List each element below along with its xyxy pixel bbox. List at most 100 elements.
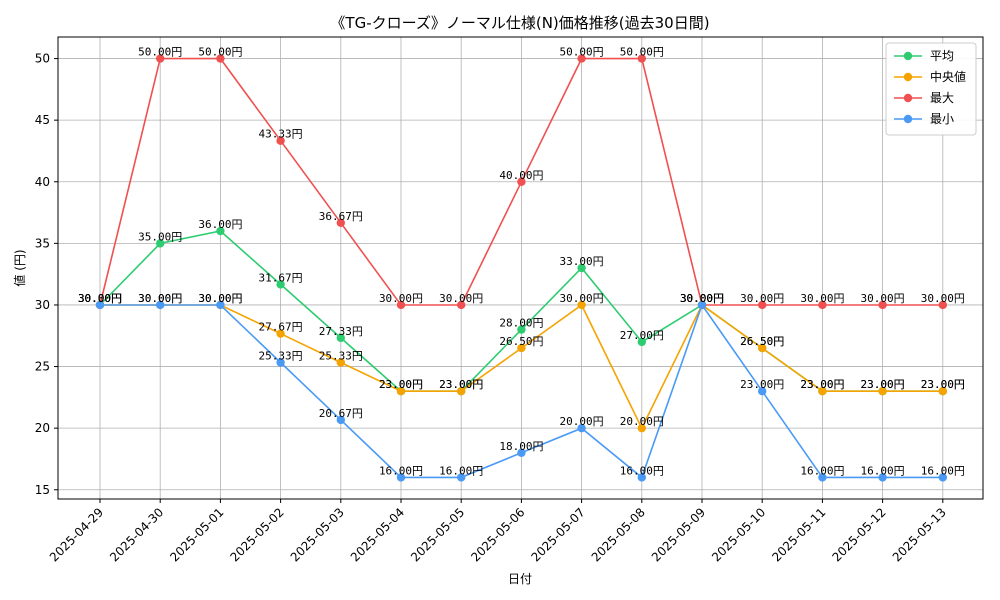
data-label: 27.33円 [319,325,363,338]
data-label: 30.00円 [800,292,844,305]
data-label: 30.00円 [680,292,724,305]
y-axis: 15 20 25 30 35 40 45 50 [35,52,58,497]
data-point [216,54,225,63]
data-point [818,387,827,396]
x-tick-label: 2025-04-30 [107,505,166,564]
data-label: 30.00円 [680,292,724,305]
series-lines [95,54,947,482]
data-label: 20.67円 [319,407,363,420]
x-tick-label: 2025-05-04 [348,505,407,564]
legend-marker [903,72,913,82]
x-tick-label: 2025-05-10 [709,505,768,564]
legend-marker [903,51,913,61]
data-point [577,263,586,273]
data-label: 18.00円 [499,440,543,453]
data-label: 30.00円 [680,292,724,305]
data-point [517,325,526,334]
data-label: 23.00円 [439,378,483,391]
data-label: 43.33円 [259,128,303,141]
data-label: 50.00円 [560,46,604,59]
x-tick-label: 2025-05-08 [589,505,648,564]
data-point [637,473,646,482]
data-point [517,343,526,353]
y-tick-label: 20 [35,421,50,435]
data-label: 23.00円 [800,378,844,391]
data-point [938,300,947,310]
data-point [517,448,526,457]
data-labels: 30.00円 35.00円 36.00円 31.67円 27.33円 23.00円 23.0… [78,46,965,478]
data-label: 16.00円 [379,464,423,477]
x-tick-label: 2025-05-01 [167,505,226,564]
data-point [336,358,345,367]
data-point [457,387,466,396]
legend-marker [903,93,913,103]
data-point [637,54,646,63]
data-point [878,300,887,310]
data-label: 35.00円 [138,230,182,243]
data-point [396,300,406,310]
data-label: 30.00円 [138,292,182,305]
data-point [758,343,767,353]
data-point [938,387,947,396]
data-label: 25.33円 [259,349,303,362]
grid [58,37,983,499]
x-tick-label: 2025-05-03 [288,505,347,564]
x-tick-label: 2025-05-06 [468,505,527,564]
data-label: 16.00円 [620,464,664,477]
data-label: 25.33円 [319,349,363,362]
data-label: 23.00円 [921,378,965,391]
data-point [276,280,285,289]
legend-label: 最小 [930,112,954,126]
x-tick-label: 2025-05-13 [890,505,949,564]
data-point [336,333,345,343]
data-label: 50.00円 [198,46,242,59]
data-label: 30.00円 [138,292,182,305]
data-label: 26.50円 [740,335,784,348]
data-point [637,423,646,433]
x-tick-label: 2025-05-12 [830,505,889,564]
y-tick-label: 35 [35,236,50,250]
data-label: 31.67円 [259,271,303,284]
data-point [818,473,827,482]
data-label: 23.00円 [921,378,965,391]
data-label: 16.00円 [861,464,905,477]
x-tick-label: 2025-04-29 [47,505,106,564]
data-point [216,226,225,236]
data-label: 16.00円 [921,464,965,477]
data-label: 23.00円 [740,378,784,391]
data-label: 36.00円 [198,218,242,231]
data-label: 30.00円 [861,292,905,305]
data-label: 40.00円 [499,169,543,182]
data-point [878,473,887,482]
data-label: 30.00円 [78,292,122,305]
data-label: 26.50円 [499,335,543,348]
data-point [697,300,707,310]
x-tick-label: 2025-05-09 [649,505,708,564]
data-label: 30.00円 [78,292,122,305]
data-label: 23.00円 [379,378,423,391]
data-point [758,387,767,396]
x-tick-label: 2025-05-02 [228,505,287,564]
plot-frame [57,36,984,500]
legend-label: 平均 [930,49,954,63]
data-label: 30.00円 [680,292,724,305]
data-label: 27.67円 [259,321,303,334]
data-label: 30.00円 [198,292,242,305]
data-label: 50.00円 [620,46,664,59]
x-axis: 2025-04-29 2025-04-30 2025-05-01 2025-05-02… [47,499,949,564]
data-label: 23.00円 [861,378,905,391]
legend-marker [903,114,913,124]
chart-title: 《TG-クローズ》ノーマル仕様(N)価格推移(過去30日間) [330,14,709,32]
data-point [276,358,285,367]
data-label: 36.67円 [319,210,363,223]
legend-label: 最大 [930,91,954,105]
data-label: 23.00円 [800,378,844,391]
data-point [396,473,406,482]
x-tick-label: 2025-05-05 [408,505,467,564]
y-axis-label: 値 (円) [12,249,27,286]
data-point [216,300,225,310]
data-point [276,136,285,145]
data-point [156,54,165,63]
data-label: 30.00円 [379,292,423,305]
